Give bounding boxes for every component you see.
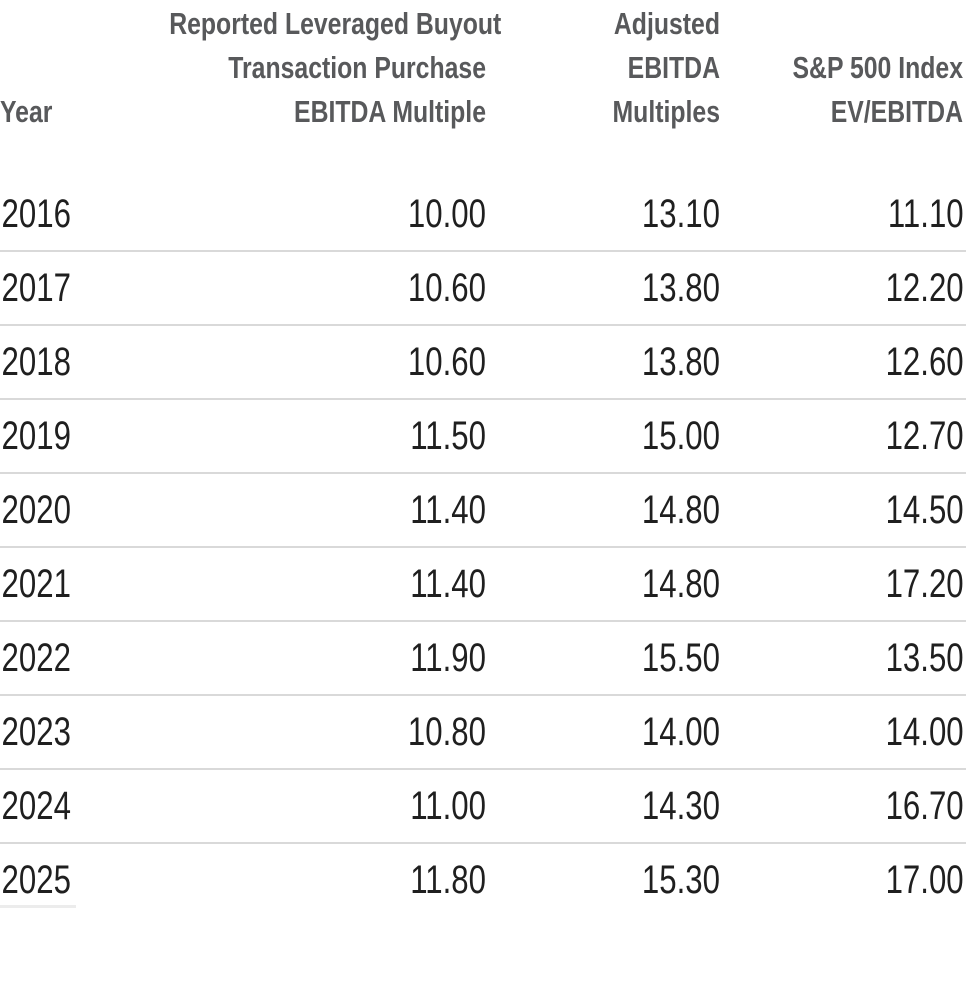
- year-cell: 2018: [1, 339, 71, 384]
- adjusted-ebitda-multiple-cell: 14.00: [641, 709, 720, 754]
- table-body: 2016 10.00 13.10 11.10 2017 10.60 13.80 …: [0, 178, 966, 916]
- table-row: 2017 10.60 13.80 12.20: [0, 252, 966, 326]
- sp500-ev-ebitda-cell: 12.60: [885, 339, 964, 384]
- table-row: 2016 10.00 13.10 11.10: [0, 178, 966, 252]
- sp500-ev-ebitda-cell: 12.70: [885, 413, 964, 458]
- sp500-ev-ebitda-cell: 13.50: [885, 635, 964, 680]
- sp500-ev-ebitda-cell: 17.20: [885, 561, 964, 606]
- table-header: Year Reported Leveraged Buyout Transacti…: [0, 0, 966, 134]
- year-cell: 2016: [1, 191, 71, 236]
- sp500-ev-ebitda-cell: 11.10: [887, 191, 964, 236]
- year-cell: 2022: [1, 635, 71, 680]
- adjusted-ebitda-multiple-cell: 14.80: [641, 487, 720, 532]
- reported-lbo-multiple-cell: 10.80: [407, 709, 486, 754]
- reported-lbo-multiple-cell: 11.90: [410, 635, 486, 680]
- table-row: 2021 11.40 14.80 17.20: [0, 548, 966, 622]
- column-header-adjusted-ebitda: Adjusted EBITDA Multiples: [486, 2, 720, 134]
- ebitda-multiples-table: Year Reported Leveraged Buyout Transacti…: [0, 0, 966, 916]
- sp500-ev-ebitda-cell: 12.20: [885, 265, 964, 310]
- year-cell: 2019: [1, 413, 71, 458]
- year-cell: 2020: [1, 487, 71, 532]
- column-header-sp500-ev-ebitda: S&P 500 Index EV/EBITDA: [720, 46, 966, 134]
- table-row: 2019 11.50 15.00 12.70: [0, 400, 966, 474]
- reported-lbo-multiple-cell: 10.00: [407, 191, 486, 236]
- adjusted-ebitda-multiple-cell: 14.30: [641, 783, 720, 828]
- header-line: Transaction Purchase: [228, 50, 486, 85]
- table-row: 2024 11.00 14.30 16.70: [0, 770, 966, 844]
- year-cell: 2025: [1, 857, 71, 902]
- column-header-year: Year: [0, 90, 90, 134]
- header-line: EV/EBITDA: [830, 94, 963, 129]
- sp500-ev-ebitda-cell: 14.50: [885, 487, 964, 532]
- header-line: Year: [0, 94, 53, 129]
- table-row: 2023 10.80 14.00 14.00: [0, 696, 966, 770]
- year-cell: 2023: [1, 709, 71, 754]
- header-line: EBITDA Multiple: [294, 94, 486, 129]
- header-line: Reported Leveraged Buyout: [169, 6, 502, 41]
- year-cell: 2024: [1, 783, 71, 828]
- adjusted-ebitda-multiple-cell: 13.80: [641, 265, 720, 310]
- table-row: 2018 10.60 13.80 12.60: [0, 326, 966, 400]
- reported-lbo-multiple-cell: 10.60: [407, 265, 486, 310]
- reported-lbo-multiple-cell: 11.00: [410, 783, 486, 828]
- adjusted-ebitda-multiple-cell: 15.00: [641, 413, 720, 458]
- table-row: 2020 11.40 14.80 14.50: [0, 474, 966, 548]
- header-line: EBITDA: [627, 50, 720, 85]
- adjusted-ebitda-multiple-cell: 13.80: [641, 339, 720, 384]
- sp500-ev-ebitda-cell: 17.00: [885, 857, 964, 902]
- adjusted-ebitda-multiple-cell: 15.50: [641, 635, 720, 680]
- table-row: 2022 11.90 15.50 13.50: [0, 622, 966, 696]
- reported-lbo-multiple-cell: 11.40: [410, 487, 486, 532]
- year-cell: 2017: [1, 265, 71, 310]
- adjusted-ebitda-multiple-cell: 14.80: [641, 561, 720, 606]
- column-header-reported-lbo: Reported Leveraged Buyout Transaction Pu…: [90, 2, 502, 134]
- reported-lbo-multiple-cell: 11.80: [410, 857, 486, 902]
- adjusted-ebitda-multiple-cell: 15.30: [641, 857, 720, 902]
- sp500-ev-ebitda-cell: 14.00: [885, 709, 964, 754]
- reported-lbo-multiple-cell: 11.50: [410, 413, 486, 458]
- reported-lbo-multiple-cell: 10.60: [407, 339, 486, 384]
- year-cell: 2021: [1, 561, 71, 606]
- reported-lbo-multiple-cell: 11.40: [410, 561, 486, 606]
- adjusted-ebitda-multiple-cell: 13.10: [641, 191, 720, 236]
- header-line: Multiples: [612, 94, 720, 129]
- table-row: 2025 11.80 15.30 17.00: [0, 844, 966, 916]
- header-line: Adjusted: [613, 6, 720, 41]
- header-line: S&P 500 Index: [792, 50, 963, 85]
- sp500-ev-ebitda-cell: 16.70: [885, 783, 964, 828]
- partial-separator-artifact: [0, 905, 76, 908]
